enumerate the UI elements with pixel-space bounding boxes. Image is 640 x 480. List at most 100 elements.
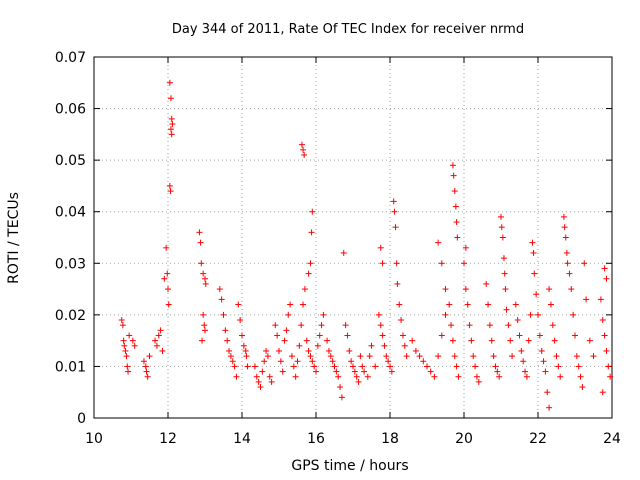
data-point [131,342,138,349]
data-point [385,358,392,365]
data-point [283,327,290,334]
data-point [557,373,564,380]
data-point [220,311,227,318]
data-point [301,286,308,293]
data-point [435,239,442,246]
data-point [294,358,301,365]
data-point [450,172,457,179]
data-point [562,234,569,241]
data-point [416,353,423,360]
data-point [364,373,371,380]
x-tick-label: 22 [529,431,547,447]
data-point [201,322,208,329]
data-point [259,368,266,375]
data-point [120,337,127,344]
data-point [163,244,170,251]
data-point [355,378,362,385]
data-point [501,270,508,277]
data-point [472,363,479,370]
data-point [309,358,316,365]
data-point [561,224,568,231]
data-point [575,363,582,370]
y-tick-label: 0 [77,411,86,427]
data-point [549,322,556,329]
data-point [361,368,368,375]
data-point [301,151,308,158]
data-point [168,115,175,122]
data-point [235,301,242,308]
data-point [359,363,366,370]
data-point [451,353,458,360]
data-point [253,373,260,380]
data-point [366,353,373,360]
data-point [309,208,316,215]
data-point [435,353,442,360]
data-point [155,332,162,339]
data-point [198,260,205,267]
data-point [298,322,305,329]
data-point [350,363,356,370]
data-point [168,131,175,138]
y-tick-label: 0.02 [55,308,86,324]
y-axis-title: ROTI / TECUs [6,192,22,284]
data-point [318,322,325,329]
data-point [529,239,536,246]
data-point [377,322,384,329]
data-point [153,342,160,349]
data-point [239,332,245,339]
data-point [169,121,176,128]
data-point [199,337,206,344]
data-point [387,363,393,370]
data-point [200,311,207,318]
data-point [597,296,604,303]
data-point [379,260,386,267]
y-tick-label: 0.07 [55,50,86,66]
data-point [375,311,382,318]
data-point [261,358,268,365]
data-point [579,384,586,391]
data-point [599,389,606,396]
data-point [473,373,480,380]
data-point [485,301,492,308]
data-point [490,353,497,360]
data-point [263,347,270,354]
data-point [240,342,247,349]
data-point [353,373,360,380]
data-point [281,337,288,344]
data-point [525,337,532,344]
data-point [563,249,570,256]
x-tick-label: 20 [455,431,473,447]
data-point [167,188,174,195]
data-point [396,301,403,308]
data-point [335,373,342,380]
data-point [242,347,249,354]
data-point [344,332,351,339]
data-point [568,286,575,293]
data-point [431,373,438,380]
data-point [200,270,207,277]
data-point [449,162,456,169]
data-point [146,353,153,360]
data-point [475,378,482,385]
data-point [157,327,164,334]
data-point [255,378,262,385]
data-point [488,337,495,344]
data-point [167,95,174,102]
data-point [449,337,456,344]
data-point [599,317,606,324]
data-point [314,342,321,349]
data-point [542,368,549,375]
data-point [140,358,147,365]
data-point [307,260,314,267]
y-tick-label: 0.01 [55,359,86,375]
data-point [331,363,338,370]
data-point [393,260,400,267]
data-point [227,353,234,360]
data-point [462,286,469,293]
data-point [342,322,349,329]
chart-title: Day 344 of 2011, Rate Of TEC Index for r… [172,22,524,37]
data-point [573,353,580,360]
data-point [530,249,537,256]
data-point [298,141,305,148]
